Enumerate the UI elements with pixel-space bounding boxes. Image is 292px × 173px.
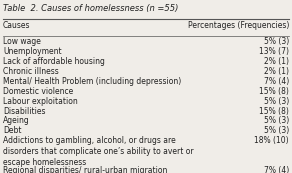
Text: 5% (3): 5% (3)	[264, 126, 289, 135]
Text: 7% (4): 7% (4)	[264, 77, 289, 86]
Text: Labour exploitation: Labour exploitation	[3, 97, 78, 106]
Text: 5% (3): 5% (3)	[264, 116, 289, 125]
Text: Unemployment: Unemployment	[3, 47, 62, 56]
Text: 2% (1): 2% (1)	[264, 67, 289, 76]
Text: 15% (8): 15% (8)	[259, 87, 289, 96]
Text: 18% (10): 18% (10)	[254, 136, 289, 145]
Text: Addictions to gambling, alcohol, or drugs are
disorders that complicate one’s ab: Addictions to gambling, alcohol, or drug…	[3, 136, 194, 167]
Text: 13% (7): 13% (7)	[259, 47, 289, 56]
Text: Ageing: Ageing	[3, 116, 30, 125]
Text: Debt: Debt	[3, 126, 21, 135]
Text: Mental/ Health Problem (including depression): Mental/ Health Problem (including depres…	[3, 77, 181, 86]
Text: Domestic violence: Domestic violence	[3, 87, 73, 96]
Text: Causes: Causes	[3, 21, 30, 30]
Text: 2% (1): 2% (1)	[264, 57, 289, 66]
Text: Table  2. Causes of homelessness (n =55): Table 2. Causes of homelessness (n =55)	[3, 4, 178, 13]
Text: Chronic illness: Chronic illness	[3, 67, 59, 76]
Text: Low wage: Low wage	[3, 37, 41, 46]
Text: 15% (8): 15% (8)	[259, 107, 289, 116]
Text: Lack of affordable housing: Lack of affordable housing	[3, 57, 105, 66]
Text: 5% (3): 5% (3)	[264, 97, 289, 106]
Text: 7% (4): 7% (4)	[264, 166, 289, 173]
Text: Disabilities: Disabilities	[3, 107, 46, 116]
Text: Regional disparities/ rural-urban migration: Regional disparities/ rural-urban migrat…	[3, 166, 167, 173]
Text: Percentages (Frequencies): Percentages (Frequencies)	[188, 21, 289, 30]
Text: 5% (3): 5% (3)	[264, 37, 289, 46]
